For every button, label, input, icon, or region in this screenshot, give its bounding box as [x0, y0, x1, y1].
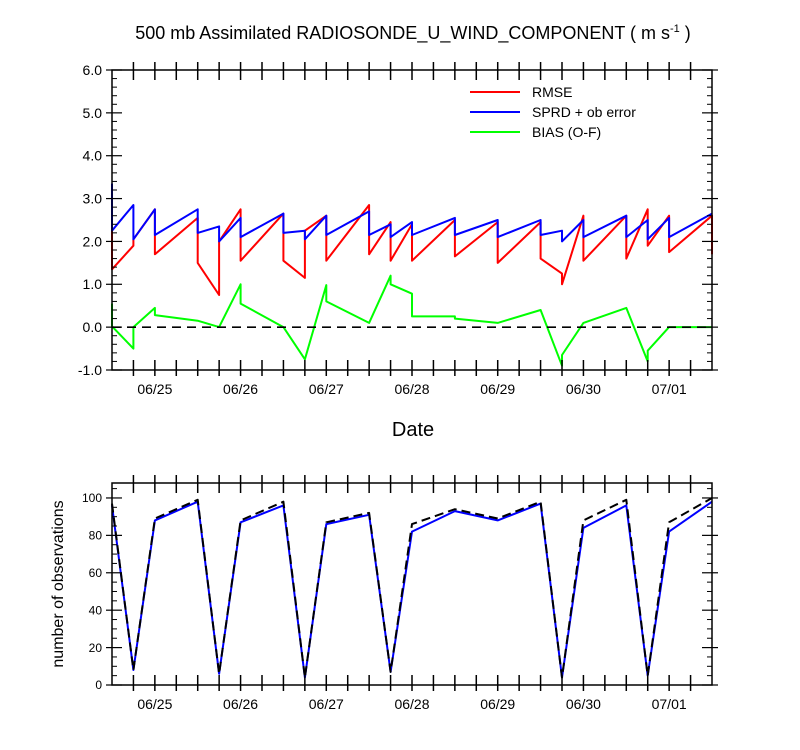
- y-tick-label: 5.0: [83, 105, 103, 121]
- bottom-plot-frame: [111, 482, 713, 686]
- x-tick-label: 06/30: [566, 696, 601, 712]
- y-tick-label: 6.0: [83, 62, 103, 78]
- series-line: [111, 198, 713, 296]
- legend-label: RMSE: [532, 84, 572, 100]
- x-tick-label: 07/01: [652, 381, 687, 397]
- x-axis-label: Date: [392, 419, 434, 441]
- y-tick-label: 20: [89, 641, 103, 655]
- legend-label: SPRD + ob error: [532, 104, 636, 120]
- x-tick-label: 06/29: [480, 696, 515, 712]
- x-tick-label: 06/30: [566, 381, 601, 397]
- bottom-chart: 0 20 40 60 80 100 06/25 06/26 06/27 06/28 06/29 06/…: [50, 475, 718, 712]
- y-tick-label: 3.0: [83, 190, 103, 206]
- x-tick-label: 06/27: [309, 381, 344, 397]
- y-tick-label: 1.0: [83, 276, 103, 292]
- y-tick-label: 40: [89, 603, 103, 617]
- y-tick-label: 80: [89, 529, 103, 543]
- y-tick-label: -1.0: [78, 362, 102, 378]
- y-tick-label: 4.0: [83, 148, 103, 164]
- series-line: [111, 183, 713, 243]
- y-tick-label: 100: [82, 491, 102, 505]
- legend-label: BIAS (O-F): [532, 124, 601, 140]
- chart-title: 500 mb Assimilated RADIOSONDE_U_WIND_COM…: [135, 23, 691, 44]
- y-tick-label: 2.0: [83, 233, 103, 249]
- y-tick-label: 0: [95, 678, 102, 692]
- x-tick-label: 06/26: [223, 696, 258, 712]
- x-tick-label: 06/28: [394, 381, 429, 397]
- legend: RMSE SPRD + ob error BIAS (O-F): [470, 84, 636, 140]
- top-plot-frame: [111, 69, 713, 371]
- y-tick-label: 0.0: [83, 319, 103, 335]
- y-tick-label: 60: [89, 566, 103, 580]
- series-line: [111, 497, 713, 679]
- x-tick-label: 06/27: [309, 696, 344, 712]
- x-tick-label: 06/29: [480, 381, 515, 397]
- x-tick-label: 07/01: [652, 696, 687, 712]
- x-tick-label: 06/28: [394, 696, 429, 712]
- series-line: [111, 274, 712, 367]
- x-tick-label: 06/25: [137, 381, 172, 397]
- x-tick-label: 06/25: [137, 696, 172, 712]
- top-chart: 500 mb Assimilated RADIOSONDE_U_WIND_COM…: [78, 23, 718, 441]
- x-tick-label: 06/26: [223, 381, 258, 397]
- y-axis-label: number of observations: [50, 500, 67, 667]
